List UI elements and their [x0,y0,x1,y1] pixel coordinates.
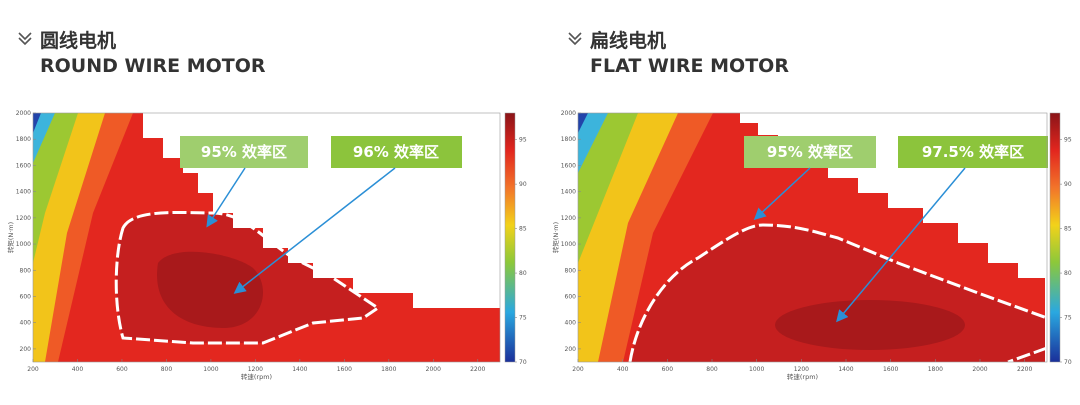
y-tick-label: 400 [565,320,577,327]
y-tick-label: 1200 [16,215,31,222]
plot-frame [577,112,1048,363]
colorbar-tick-label: 90 [1064,181,1072,188]
callout-label: 97.5% 效率区 [922,143,1024,161]
y-tick-label: 800 [20,267,32,274]
callout-label: 95% 效率区 [767,143,853,161]
x-tick-label: 1400 [292,366,307,373]
y-tick-label: 600 [565,293,577,300]
y-axis-label: 转矩(N·m) [6,222,15,253]
x-tick-label: 800 [161,366,173,373]
y-tick-label: 200 [20,346,32,353]
y-tick-label: 400 [20,320,32,327]
arrow [753,167,811,221]
x-tick-label: 400 [72,366,84,373]
callout-box [331,136,462,168]
y-tick-label: 1000 [561,241,576,248]
y-tick-label: 2000 [16,110,31,117]
colorbar-tick-label: 70 [1064,359,1072,366]
colorbar [504,112,516,363]
y-tick-label: 1400 [16,189,31,196]
y-tick-label: 1800 [561,136,576,143]
x-tick-label: 1600 [337,366,352,373]
y-tick-label: 1000 [16,241,31,248]
y-tick-label: 1600 [16,162,31,169]
arrow [206,167,246,228]
colorbar-tick-label: 95 [519,137,527,144]
y-tick-label: 1600 [561,162,576,169]
y-tick-label: 800 [565,267,577,274]
y-axis-label: 转矩(N·m) [551,222,560,253]
callout-label: 96% 效率区 [353,143,439,161]
plot-frame [32,112,501,363]
callout-box [180,136,308,168]
x-tick-label: 1400 [838,366,853,373]
colorbar-tick-label: 75 [519,315,527,322]
x-tick-label: 200 [27,366,39,373]
colorbar-tick-label: 70 [519,359,527,366]
heading-zh: 扁线电机 [590,29,666,52]
y-tick-label: 2000 [561,110,576,117]
x-tick-label: 1800 [381,366,396,373]
y-tick-label: 1800 [16,136,31,143]
heading-en: FLAT WIRE MOTOR [590,55,789,77]
x-tick-label: 400 [617,366,629,373]
x-tick-label: 600 [662,366,674,373]
colorbar-tick-label: 85 [1064,226,1072,233]
callout-box [898,136,1048,168]
heading-en: ROUND WIRE MOTOR [40,55,266,77]
x-tick-label: 600 [116,366,128,373]
x-axis-label: 转速(rpm) [787,372,818,381]
callout-box [744,136,876,168]
x-tick-label: 1200 [794,366,809,373]
heading-zh: 圆线电机 [40,29,116,52]
colorbar-tick-label: 85 [519,226,527,233]
callout-label: 95% 效率区 [201,143,287,161]
x-tick-label: 2000 [972,366,987,373]
x-tick-label: 2000 [426,366,441,373]
colorbar-tick-label: 80 [1064,270,1072,277]
colorbar-tick-label: 80 [519,270,527,277]
colorbar-tick-label: 90 [519,181,527,188]
y-tick-label: 1400 [561,189,576,196]
colorbar-tick-label: 95 [1064,137,1072,144]
y-tick-label: 1200 [561,215,576,222]
x-axis-label: 转速(rpm) [241,372,272,381]
x-tick-label: 2200 [470,366,485,373]
icon [568,32,582,46]
colorbar [1049,112,1061,363]
x-tick-label: 1200 [248,366,263,373]
x-tick-label: 1600 [883,366,898,373]
arrow [233,167,396,294]
colorbar-tick-label: 75 [1064,315,1072,322]
y-tick-label: 600 [20,293,32,300]
icon [18,32,32,46]
x-tick-label: 200 [572,366,584,373]
arrow [836,167,966,323]
y-tick-label: 200 [565,346,577,353]
x-tick-label: 1800 [928,366,943,373]
x-tick-label: 2200 [1017,366,1032,373]
x-tick-label: 800 [706,366,718,373]
x-tick-label: 1000 [749,366,764,373]
x-tick-label: 1000 [203,366,218,373]
